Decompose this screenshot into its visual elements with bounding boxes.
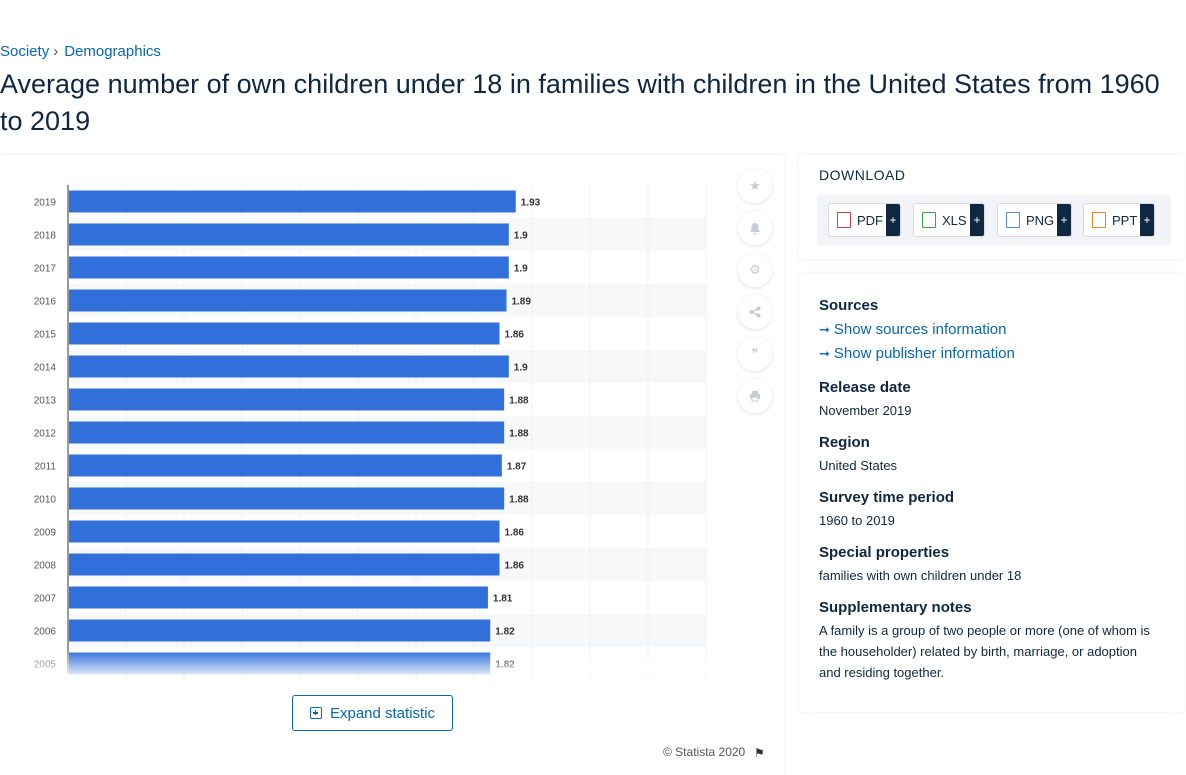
print-icon[interactable] xyxy=(738,379,772,413)
chart-fade-overlay xyxy=(0,651,720,675)
bar-2009[interactable] xyxy=(69,520,500,543)
expand-icon xyxy=(309,707,322,719)
star-icon[interactable]: ★ xyxy=(738,169,772,203)
data-label: 1.9 xyxy=(514,363,528,374)
chart-toolbar: ★ ⚙ ❞ xyxy=(738,169,772,421)
y-tick-label: 2015 xyxy=(34,330,57,341)
breadcrumb-demographics-link[interactable]: Demographics xyxy=(64,43,161,60)
data-label: 1.86 xyxy=(505,330,525,341)
special-properties-heading: Special properties xyxy=(819,544,950,561)
arrow-right-icon: ➞ xyxy=(819,322,830,337)
download-ppt-button[interactable]: PPT + xyxy=(1083,203,1155,237)
page-title: Average number of own children under 18 … xyxy=(0,69,1160,136)
bar-2010[interactable] xyxy=(69,487,505,510)
download-button-row: PDF + XLS + PNG + PPT + xyxy=(817,195,1171,245)
y-tick-label: 2007 xyxy=(34,594,57,605)
download-heading: DOWNLOAD xyxy=(819,167,906,183)
bar-2007[interactable] xyxy=(69,586,488,609)
arrow-right-icon: ➞ xyxy=(819,346,830,361)
release-date-heading: Release date xyxy=(819,379,911,396)
supplementary-notes-heading: Supplementary notes xyxy=(819,599,972,616)
bar-2016[interactable] xyxy=(69,289,507,312)
bar-2008[interactable] xyxy=(69,553,500,576)
data-label: 1.87 xyxy=(507,462,527,473)
y-tick-label: 2006 xyxy=(34,627,57,638)
bar-2011[interactable] xyxy=(69,454,502,477)
y-tick-label: 2016 xyxy=(34,297,57,308)
bar-2012[interactable] xyxy=(69,421,505,444)
data-label: 1.82 xyxy=(495,627,515,638)
bar-2018[interactable] xyxy=(69,223,509,246)
data-label: 1.81 xyxy=(493,594,513,605)
flag-icon[interactable]: ⚑ xyxy=(754,746,765,760)
special-properties-value: families with own children under 18 xyxy=(819,568,1022,583)
gear-icon[interactable]: ⚙ xyxy=(738,253,772,287)
download-pdf-button[interactable]: PDF + xyxy=(828,203,901,237)
y-tick-label: 2017 xyxy=(34,264,57,275)
bar-2014[interactable] xyxy=(69,355,509,378)
download-png-button[interactable]: PNG + xyxy=(997,203,1072,237)
data-label: 1.89 xyxy=(511,297,531,308)
pdf-file-icon xyxy=(837,212,851,228)
data-label: 1.86 xyxy=(505,561,525,572)
show-sources-label: Show sources information xyxy=(833,321,1007,338)
expand-statistic-label: Expand statistic xyxy=(329,704,436,722)
data-label: 1.88 xyxy=(509,396,529,407)
xls-file-icon xyxy=(922,212,936,228)
show-publisher-label: Show publisher information xyxy=(833,345,1015,362)
show-sources-link[interactable]: ➞ Show sources information xyxy=(819,321,1007,338)
expand-statistic-button[interactable]: Expand statistic xyxy=(292,695,453,731)
breadcrumb-separator: › xyxy=(53,43,59,60)
survey-period-value: 1960 to 2019 xyxy=(819,513,895,528)
y-tick-label: 2010 xyxy=(34,495,57,506)
bar-2015[interactable] xyxy=(69,322,500,345)
bar-2006[interactable] xyxy=(69,619,491,642)
plus-icon: + xyxy=(970,204,984,236)
y-tick-label: 2019 xyxy=(34,198,57,209)
bar-chart: 2019 1.93 2018 1.9 2017 1.9 2016 1.89 2015 1.86 20… xyxy=(0,185,720,680)
y-tick-label: 2018 xyxy=(34,231,57,242)
download-png-label: PNG xyxy=(1026,212,1055,228)
statistic-info-panel: Sources ➞ Show sources information ➞ Show … xyxy=(799,274,1185,712)
data-label: 1.86 xyxy=(505,528,525,539)
data-label: 1.88 xyxy=(509,429,529,440)
data-label: 1.9 xyxy=(514,231,528,242)
plus-icon: + xyxy=(886,204,900,236)
show-publisher-link[interactable]: ➞ Show publisher information xyxy=(819,345,1015,362)
download-xls-button[interactable]: XLS + xyxy=(913,203,985,237)
download-pdf-label: PDF xyxy=(857,212,883,228)
plus-icon: + xyxy=(1057,204,1071,236)
region-heading: Region xyxy=(819,434,870,451)
copyright-text: © Statista 2020 xyxy=(663,745,746,759)
y-tick-label: 2013 xyxy=(34,396,57,407)
download-panel: DOWNLOAD PDF + XLS + PNG + PPT + xyxy=(799,155,1185,259)
survey-period-heading: Survey time period xyxy=(819,489,955,506)
y-tick-label: 2014 xyxy=(34,363,57,374)
region-value: United States xyxy=(819,458,898,473)
download-ppt-label: PPT xyxy=(1112,212,1138,228)
data-label: 1.93 xyxy=(521,198,541,209)
chart-card: 2019 1.93 2018 1.9 2017 1.9 2016 1.89 2015 1.86 20… xyxy=(0,155,784,775)
bell-icon[interactable] xyxy=(738,211,772,245)
bar-2017[interactable] xyxy=(69,256,509,279)
breadcrumb: Society › Demographics xyxy=(0,43,161,60)
supplementary-notes-value: A family is a group of two people or mor… xyxy=(819,623,1150,680)
y-tick-label: 2008 xyxy=(34,561,57,572)
sources-heading: Sources xyxy=(819,297,879,314)
share-icon[interactable] xyxy=(738,295,772,329)
data-label: 1.9 xyxy=(514,264,528,275)
quote-icon[interactable]: ❞ xyxy=(738,337,772,371)
png-file-icon xyxy=(1006,212,1020,228)
breadcrumb-society-link[interactable]: Society xyxy=(0,43,50,60)
data-label: 1.88 xyxy=(509,495,529,506)
bar-2013[interactable] xyxy=(69,388,505,411)
y-tick-label: 2012 xyxy=(34,429,57,440)
download-xls-label: XLS xyxy=(942,212,967,228)
ppt-file-icon xyxy=(1092,212,1106,228)
release-date-value: November 2019 xyxy=(819,403,912,418)
bar-2019[interactable] xyxy=(69,190,516,213)
y-tick-label: 2009 xyxy=(34,528,57,539)
plus-icon: + xyxy=(1140,204,1154,236)
y-tick-label: 2011 xyxy=(34,462,56,473)
